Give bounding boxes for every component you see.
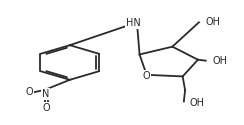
Text: HN: HN (126, 18, 140, 28)
Text: N: N (42, 89, 49, 99)
Text: OH: OH (206, 17, 221, 27)
Text: O: O (43, 103, 51, 113)
Text: O: O (143, 71, 150, 81)
Text: OH: OH (190, 98, 205, 108)
Text: OH: OH (213, 56, 228, 66)
Text: O: O (26, 87, 34, 97)
